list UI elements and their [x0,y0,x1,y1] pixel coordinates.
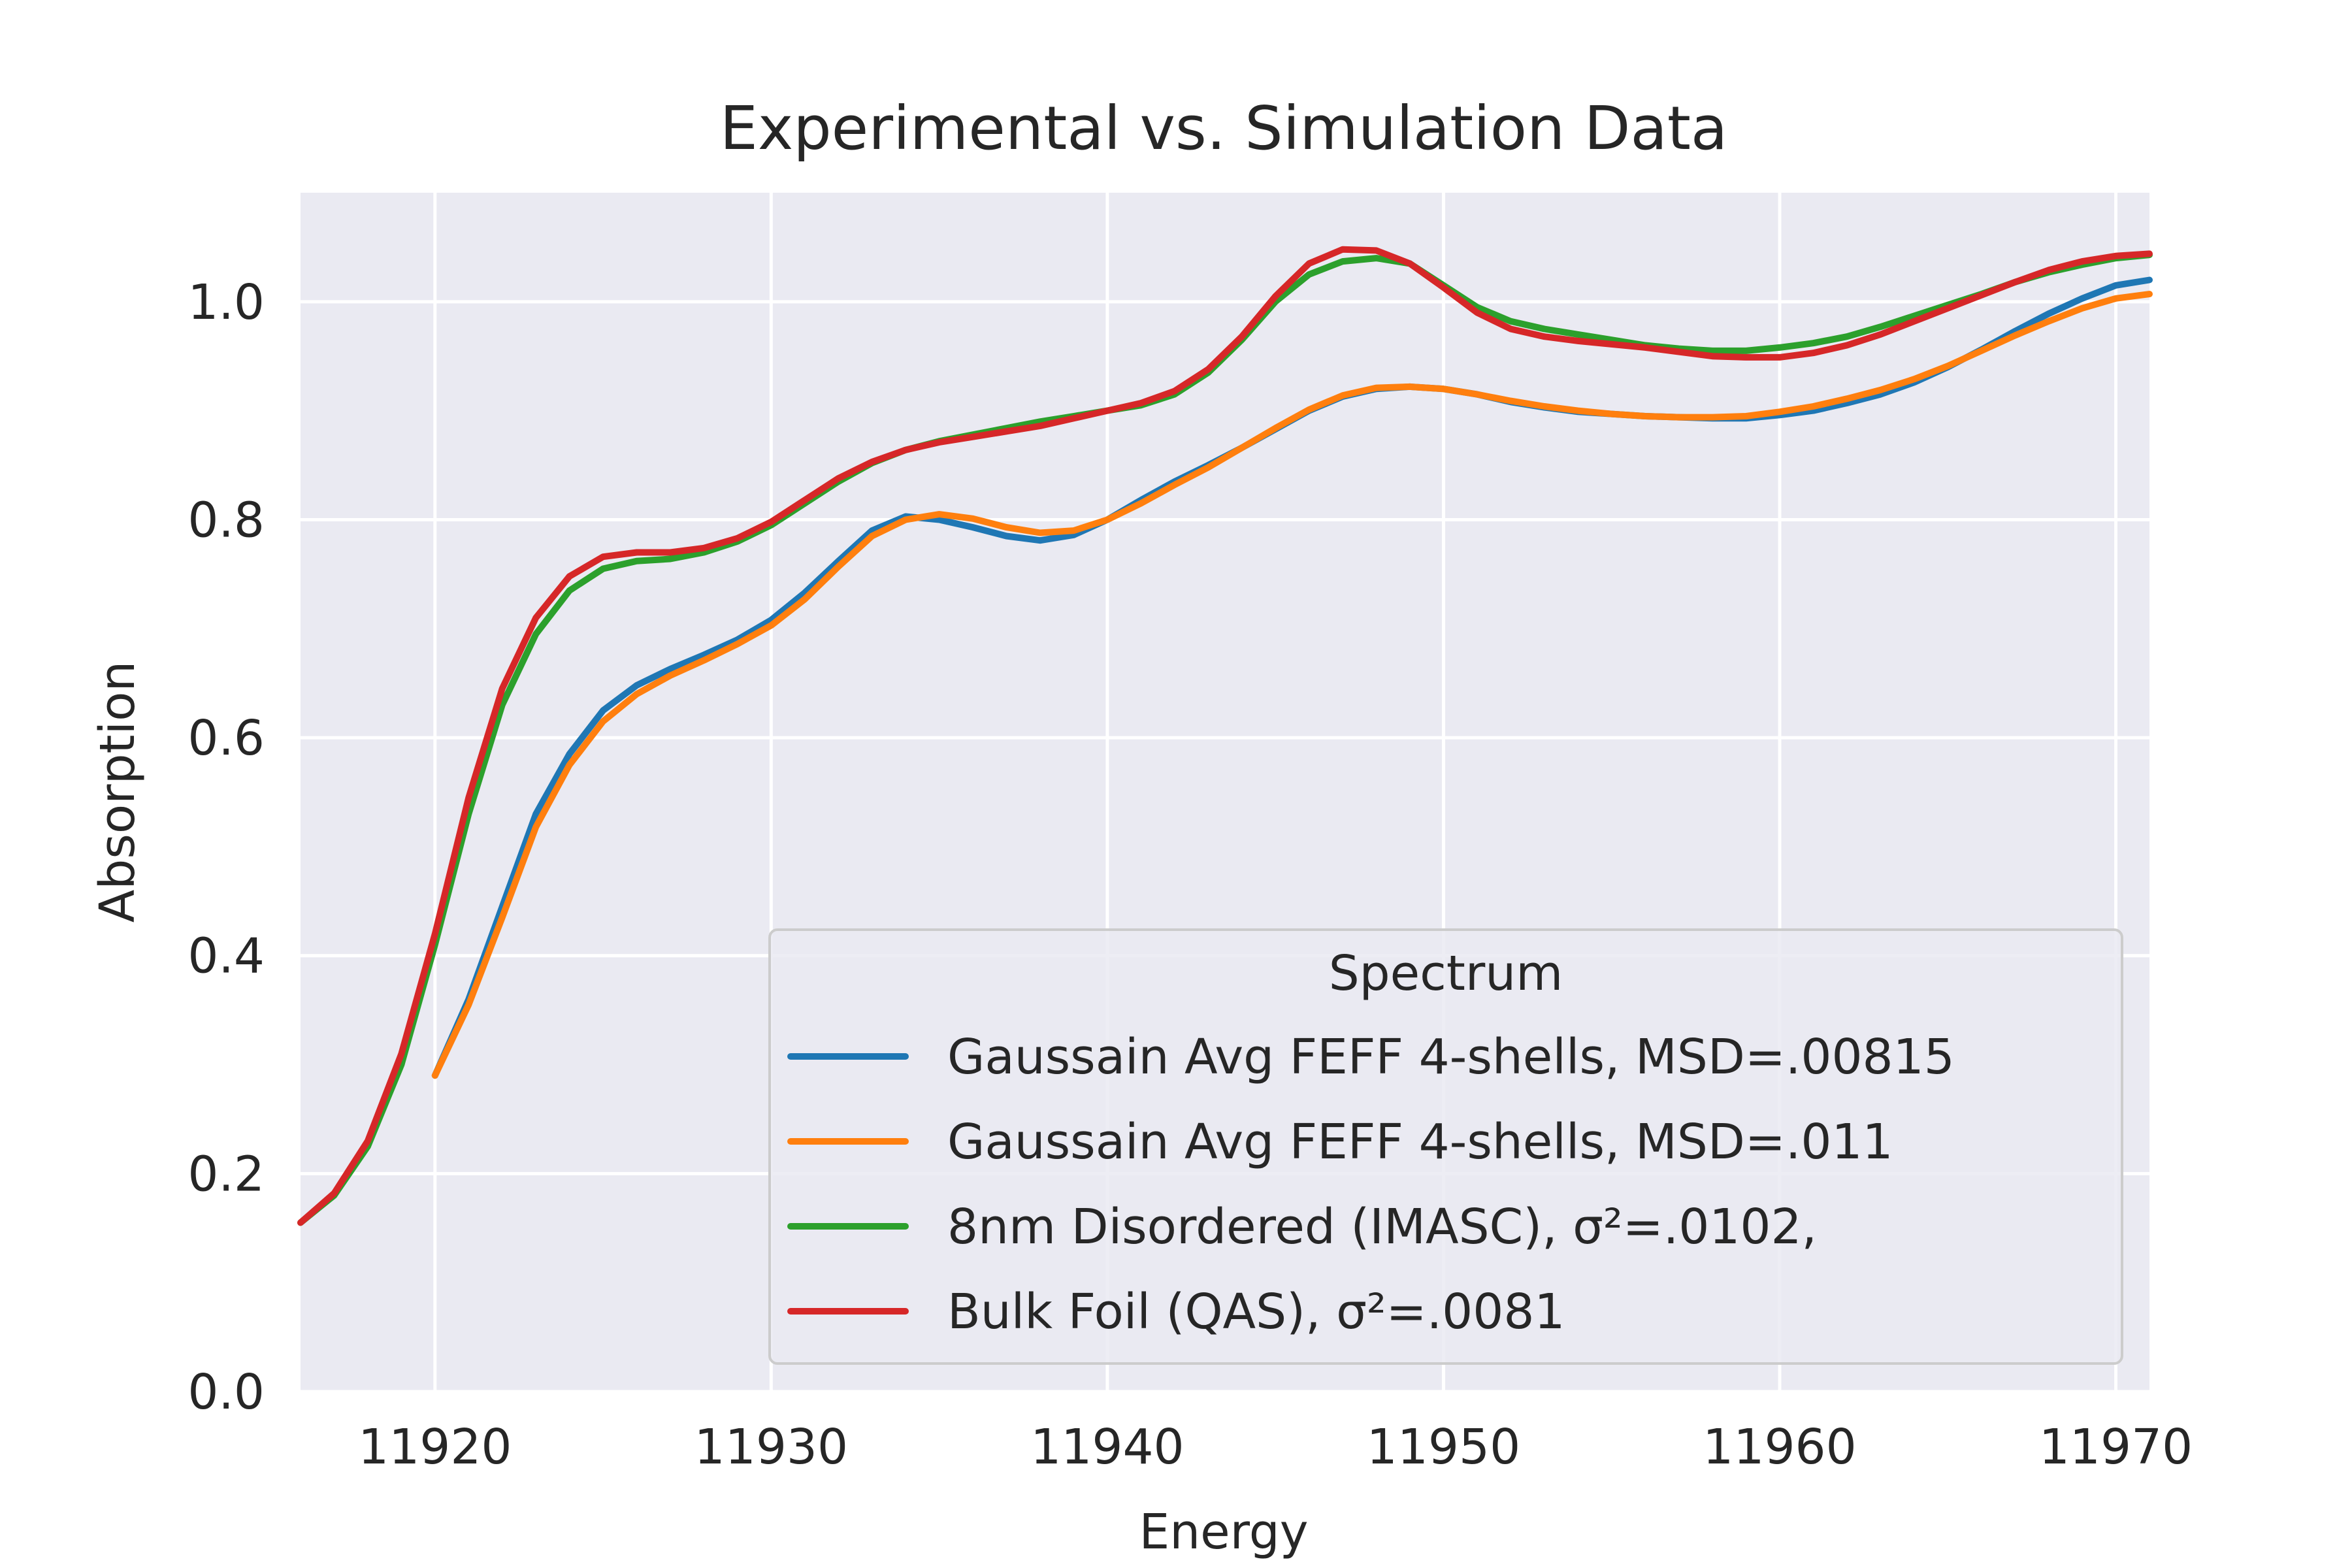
legend-label-2: Gaussain Avg FEFF 4-shells, MSD=.011 [947,1114,1893,1170]
y-tick-label: 0.4 [188,928,265,985]
y-tick-label: 1.0 [188,274,265,331]
legend-box [768,928,2123,1365]
x-tick-label: 11940 [1030,1419,1184,1475]
x-tick-label: 11930 [694,1419,848,1475]
chart-title: Experimental vs. Simulation Data [720,93,1728,163]
y-tick-label: 0.6 [188,710,265,766]
y-tick-label: 0.0 [188,1364,265,1420]
x-tick-label: 11950 [1367,1419,1520,1475]
x-axis-label: Energy [1139,1504,1308,1560]
x-tick-label: 11970 [2039,1419,2193,1475]
y-tick-label: 0.8 [188,492,265,548]
x-tick-label: 11960 [1703,1419,1856,1475]
series-lines [297,246,2153,1226]
legend: Spectrum Gaussain Avg FEFF 4-shells, MSD… [768,928,2123,1365]
y-tick-label: 0.2 [188,1146,265,1202]
grid [301,193,2149,1394]
series-line-2 [431,291,2153,1079]
legend-items: Gaussain Avg FEFF 4-shells, MSD=.00815 Ga… [787,1029,1955,1340]
legend-label-1: Gaussain Avg FEFF 4-shells, MSD=.00815 [947,1029,1955,1085]
y-tick-labels: 0.0 0.2 0.4 0.6 0.8 1.0 [188,274,265,1420]
legend-label-3: 8nm Disordered (IMASC), σ²=.0102, [947,1199,1817,1255]
legend-label-4: Bulk Foil (QAS), σ²=.0081 [947,1284,1565,1340]
series-line-4 [297,246,2153,1226]
y-axis-label: Absorption [90,661,146,923]
x-tick-labels: 11920 11930 11940 11950 11960 11970 [358,1419,2193,1475]
legend-title: Spectrum [1329,945,1563,1002]
x-tick-label: 11920 [358,1419,512,1475]
